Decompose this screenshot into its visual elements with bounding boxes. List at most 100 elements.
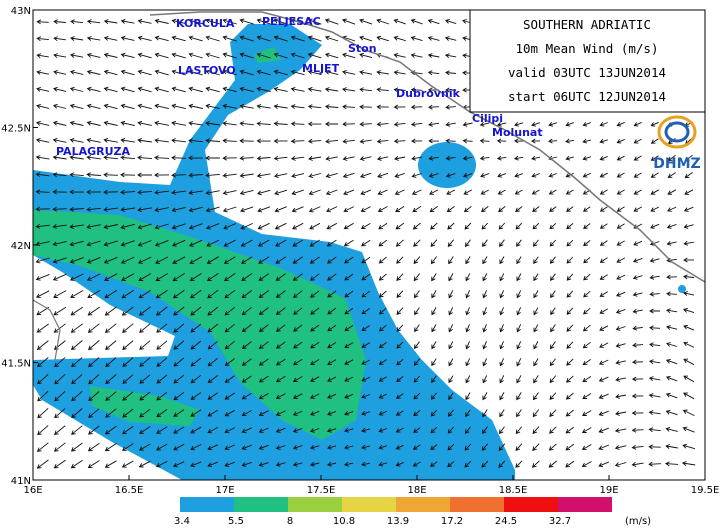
wind-arrow (88, 408, 100, 418)
wind-arrow (497, 189, 506, 195)
wind-arrow (206, 273, 219, 282)
wind-arrow (222, 138, 237, 144)
wind-arrow (598, 376, 609, 382)
wind-arrow (648, 393, 661, 399)
wind-arrow (308, 156, 322, 161)
wind-arrow (103, 86, 118, 93)
wind-arrow (684, 172, 693, 179)
wind-arrow (533, 256, 539, 265)
wind-arrow (683, 274, 695, 280)
wind-arrow (120, 207, 135, 213)
wind-arrow (154, 223, 169, 230)
wind-arrow (256, 86, 271, 92)
wind-arrow (52, 155, 67, 160)
wind-arrow (189, 239, 203, 247)
wind-arrow (665, 375, 678, 382)
wind-arrow (70, 340, 83, 351)
wind-arrow (633, 206, 643, 212)
wind-arrow (188, 223, 203, 230)
wind-arrow (224, 409, 235, 417)
wind-arrow (154, 35, 169, 42)
wind-arrow (582, 393, 592, 399)
wind-arrow (222, 173, 237, 178)
wind-arrow (516, 358, 522, 367)
wind-arrow (464, 222, 472, 230)
wind-arrow (120, 155, 135, 161)
wind-arrow (241, 306, 252, 316)
wind-arrow (122, 340, 134, 350)
wind-arrow (683, 224, 694, 229)
wind-arrow (396, 341, 404, 349)
wind-arrow (344, 461, 354, 467)
wind-arrow (327, 461, 337, 467)
wind-arrow (465, 341, 470, 350)
wind-arrow (139, 357, 151, 367)
wind-arrow (516, 324, 522, 333)
wind-arrow (515, 222, 523, 230)
wind-arrow (190, 426, 202, 434)
wind-arrow (137, 103, 152, 110)
wind-arrow (516, 290, 522, 299)
wind-arrow (378, 428, 387, 433)
wind-arrow (361, 427, 371, 433)
wind-arrow (222, 190, 237, 196)
wind-arrow (37, 425, 49, 436)
wind-arrow (139, 374, 151, 384)
wind-arrow (120, 256, 135, 264)
wind-arrow (482, 256, 488, 265)
wind-arrow (599, 172, 608, 178)
wind-arrow (667, 172, 676, 178)
wind-arrow (533, 273, 539, 282)
wind-arrow (615, 291, 626, 297)
wind-arrow (190, 340, 202, 350)
wind-arrow (293, 341, 303, 349)
wind-arrow (428, 173, 439, 178)
wind-arrow (583, 223, 591, 230)
colorbar-swatch (504, 497, 558, 512)
wind-arrow (566, 307, 574, 315)
logo-text: DHMZ (653, 156, 700, 172)
wind-arrow (361, 444, 371, 450)
wind-arrow (70, 36, 84, 41)
wind-arrow (665, 409, 678, 416)
colorbar-swatch (558, 497, 612, 512)
wind-arrow (52, 189, 67, 195)
wind-arrow (566, 206, 574, 212)
wind-arrow (120, 189, 136, 195)
wind-arrow (361, 359, 371, 365)
wind-arrow (205, 52, 220, 59)
wind-arrow (310, 376, 320, 382)
wind-arrow (342, 172, 355, 179)
wind-arrow (394, 172, 405, 178)
wind-arrow (325, 172, 338, 179)
wind-arrow (633, 189, 642, 195)
wind-arrow (290, 69, 305, 76)
wind-arrow (565, 460, 575, 468)
wind-arrow (103, 189, 119, 195)
wind-arrow (275, 410, 286, 416)
wind-arrow (565, 122, 574, 127)
wind-arrow (205, 69, 220, 76)
wind-arrow (239, 138, 254, 144)
x-tick-label: 19.5E (691, 485, 720, 496)
wind-arrow (224, 340, 235, 350)
wind-arrow (396, 324, 404, 332)
wind-arrow (414, 324, 420, 333)
wind-arrow (376, 35, 389, 42)
wind-arrow (428, 104, 440, 110)
wind-arrow (36, 36, 49, 42)
wind-arrow (413, 392, 421, 400)
wind-arrow (36, 120, 50, 126)
wind-arrow (207, 357, 218, 367)
wind-arrow (275, 375, 286, 383)
colorbar-swatch (396, 497, 450, 512)
wind-arrow (532, 222, 540, 230)
wind-arrow (361, 239, 371, 247)
x-tick-label: 19E (599, 485, 618, 496)
wind-arrow (53, 306, 67, 316)
wind-arrow (273, 138, 288, 144)
wind-arrow (205, 138, 220, 144)
wind-arrow (581, 427, 592, 433)
wind-arrow (342, 104, 356, 110)
